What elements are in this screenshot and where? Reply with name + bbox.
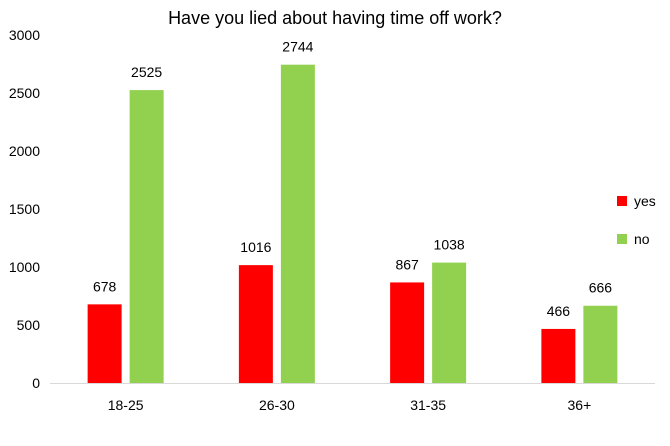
data-label-no: 2525 xyxy=(131,64,162,80)
x-tick-label: 18-25 xyxy=(108,397,144,413)
bar-yes xyxy=(390,282,425,383)
y-tick-label: 1000 xyxy=(9,259,40,275)
bar-yes xyxy=(238,265,273,383)
y-tick-label: 3000 xyxy=(9,27,40,43)
y-tick-label: 2000 xyxy=(9,143,40,159)
y-tick-label: 0 xyxy=(32,375,40,391)
legend-swatch-yes xyxy=(617,196,627,206)
bar-no xyxy=(432,262,467,383)
bar-no xyxy=(583,305,618,383)
chart-title: Have you lied about having time off work… xyxy=(168,8,502,28)
x-tick-label: 36+ xyxy=(568,397,592,413)
x-tick-label: 31-35 xyxy=(410,397,446,413)
bar-yes xyxy=(87,304,122,383)
legend-label-yes: yes xyxy=(634,193,656,209)
data-label-no: 1038 xyxy=(434,237,465,253)
legend-item-yes: yes xyxy=(617,192,656,210)
legend: yes no xyxy=(617,192,656,268)
bar-no xyxy=(280,64,315,384)
data-label-yes: 867 xyxy=(395,256,419,272)
data-label-yes: 466 xyxy=(547,303,571,319)
legend-swatch-no xyxy=(617,234,627,244)
x-tick-label: 26-30 xyxy=(259,397,295,413)
data-label-no: 666 xyxy=(589,280,613,296)
legend-item-no: no xyxy=(617,230,656,248)
bar-no xyxy=(129,90,164,383)
data-label-yes: 1016 xyxy=(240,239,271,255)
y-tick-label: 500 xyxy=(17,317,41,333)
y-tick-label: 2500 xyxy=(9,85,40,101)
data-label-yes: 678 xyxy=(93,278,117,294)
data-label-no: 2744 xyxy=(282,39,313,55)
y-tick-label: 1500 xyxy=(9,201,40,217)
legend-label-no: no xyxy=(634,231,650,247)
bar-yes xyxy=(541,328,576,383)
